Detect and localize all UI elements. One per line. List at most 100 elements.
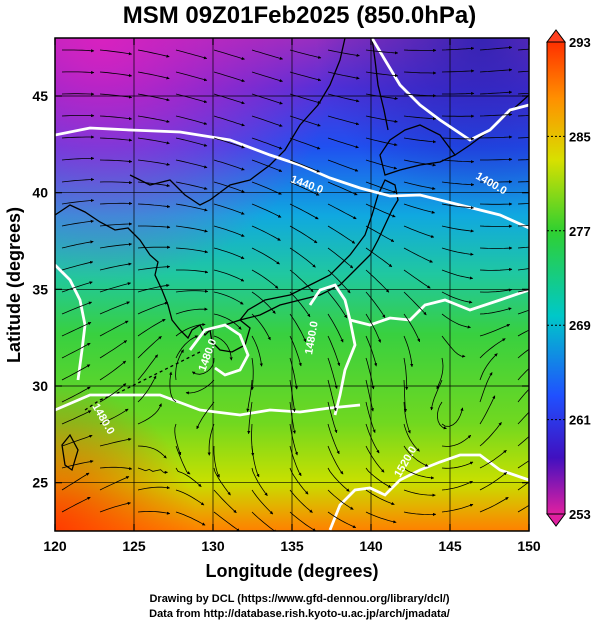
streamline — [213, 71, 245, 83]
streamline — [365, 423, 380, 454]
streamline — [61, 460, 94, 469]
streamline — [289, 203, 319, 220]
streamline — [403, 225, 435, 238]
streamline — [403, 357, 409, 391]
streamline — [365, 269, 390, 293]
streamline — [403, 467, 435, 480]
streamline — [365, 445, 385, 473]
streamline — [137, 93, 170, 102]
streamline — [174, 423, 182, 456]
streamline — [403, 137, 437, 144]
streamline — [137, 510, 171, 515]
streamline — [137, 445, 167, 459]
streamline — [61, 322, 92, 337]
streamline — [517, 70, 529, 73]
colorbar-top-arrow — [546, 29, 566, 43]
streamline — [403, 71, 437, 75]
contour-southern — [55, 393, 361, 417]
streamline — [327, 159, 359, 172]
streamline — [441, 313, 471, 329]
y-tick-label: 30 — [32, 378, 48, 394]
streamline — [99, 437, 132, 447]
streamline — [61, 240, 94, 249]
streamline — [403, 291, 427, 316]
streamline — [289, 313, 307, 343]
streamline — [289, 71, 322, 82]
streamline — [479, 113, 513, 117]
streamline — [441, 247, 474, 256]
streamline — [403, 335, 414, 368]
streamline — [137, 137, 170, 145]
streamline — [175, 181, 208, 190]
streamline — [479, 372, 493, 403]
streamline — [247, 401, 253, 435]
streamline — [61, 135, 95, 139]
streamline — [403, 269, 431, 289]
streamline — [441, 461, 474, 469]
streamline — [365, 225, 395, 242]
streamline — [403, 181, 436, 190]
streamline — [479, 307, 512, 315]
streamline — [365, 115, 398, 123]
streamline — [517, 137, 529, 139]
streamline — [403, 401, 411, 434]
streamline — [479, 224, 513, 228]
streamline — [479, 68, 513, 73]
streamline — [479, 324, 511, 337]
colorbar-bottom-arrow — [546, 513, 566, 527]
streamline — [441, 335, 466, 358]
streamline — [213, 467, 231, 496]
wind-streamlines — [61, 45, 529, 531]
x-tick-label: 130 — [201, 538, 225, 554]
streamline — [327, 489, 354, 510]
streamline — [365, 489, 395, 505]
streamline — [99, 360, 127, 381]
streamline — [517, 246, 529, 249]
streamline — [137, 467, 168, 474]
streamline — [137, 375, 157, 403]
streamline — [327, 71, 360, 80]
streamline — [99, 301, 130, 315]
streamline — [517, 481, 529, 491]
streamline — [517, 504, 529, 513]
streamline — [99, 476, 130, 491]
streamline — [175, 335, 199, 359]
streamline — [365, 335, 378, 367]
y-tick-label: 35 — [32, 281, 48, 297]
streamline — [403, 159, 436, 167]
streamline — [99, 137, 133, 142]
streamline — [213, 49, 245, 60]
streamline — [99, 466, 133, 471]
streamline — [365, 313, 381, 343]
streamline — [207, 423, 215, 456]
streamline — [61, 198, 95, 205]
streamline — [213, 291, 244, 305]
y-tick-label: 25 — [32, 475, 48, 491]
colorbar-tick-label: 277 — [569, 224, 591, 239]
streamline — [441, 181, 475, 187]
streamline — [403, 313, 421, 343]
streamline — [137, 301, 169, 315]
streamline — [479, 90, 513, 95]
streamline — [251, 71, 283, 83]
streamline — [99, 262, 132, 271]
streamline — [99, 242, 133, 249]
streamline — [99, 282, 132, 293]
streamline — [251, 445, 260, 478]
streamline — [517, 309, 529, 315]
streamline — [289, 511, 316, 531]
streamline — [365, 291, 386, 318]
streamline — [365, 401, 376, 434]
streamline — [289, 269, 314, 293]
contour-1480-outer — [349, 288, 529, 327]
map-title: MSM 09Z01Feb2025 (850.0hPa) — [122, 2, 477, 29]
streamline — [365, 511, 397, 524]
streamline — [251, 467, 268, 497]
contour-1520 — [328, 453, 529, 531]
contour-west — [55, 264, 87, 381]
streamline — [213, 93, 245, 105]
streamline — [327, 401, 338, 434]
streamline — [175, 349, 184, 381]
streamline — [137, 354, 159, 381]
